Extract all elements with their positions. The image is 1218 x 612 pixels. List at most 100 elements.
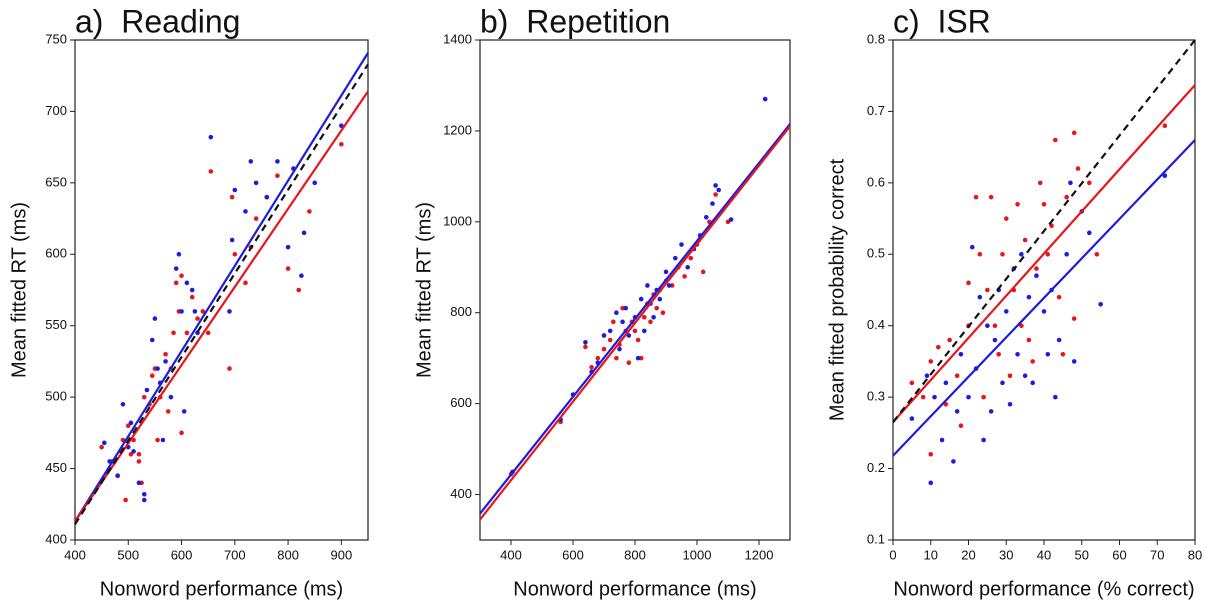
point <box>985 287 990 293</box>
point <box>1071 316 1077 321</box>
y-tick-label: 0.8 <box>867 31 885 46</box>
point <box>168 394 174 400</box>
point <box>173 266 179 271</box>
point <box>227 309 232 314</box>
point <box>299 273 304 279</box>
point <box>635 337 641 343</box>
point <box>966 394 971 400</box>
point <box>1026 294 1032 300</box>
point <box>1098 301 1103 307</box>
fit-line <box>479 125 791 521</box>
plot-frame <box>479 39 791 541</box>
point <box>713 192 718 197</box>
point <box>179 309 184 314</box>
point <box>243 209 248 214</box>
point <box>969 244 975 250</box>
x-tick-label: 900 <box>331 547 353 562</box>
y-tick-label: 0.6 <box>867 174 885 189</box>
point <box>996 351 1001 357</box>
point <box>229 237 235 243</box>
point <box>635 355 641 361</box>
point <box>1162 173 1168 179</box>
point <box>195 316 200 321</box>
point <box>248 159 254 164</box>
x-tick-label: 80 <box>1188 547 1202 562</box>
point <box>1007 373 1013 379</box>
point <box>601 346 607 352</box>
point <box>339 123 344 129</box>
point <box>642 314 647 320</box>
y-axis-label: Mean fitted RT (ms) <box>8 202 30 378</box>
point <box>1075 166 1081 171</box>
point <box>141 497 147 503</box>
point <box>1053 137 1058 143</box>
y-tick-label: 500 <box>45 389 67 404</box>
point <box>1007 401 1013 407</box>
y-tick-label: 1200 <box>443 122 472 137</box>
point <box>682 274 687 279</box>
x-tick-label: 600 <box>171 547 193 562</box>
y-tick-label: 600 <box>45 246 67 261</box>
fit-line <box>892 84 1196 423</box>
fit-line <box>74 63 369 525</box>
x-tick-label: 500 <box>117 547 139 562</box>
panel-title: a) Reading <box>75 3 240 39</box>
point <box>909 416 915 421</box>
point <box>144 387 150 393</box>
point <box>176 251 182 257</box>
x-tick-label: 400 <box>500 547 522 562</box>
point <box>227 366 232 371</box>
point <box>607 328 613 334</box>
point <box>909 380 915 386</box>
point <box>253 216 259 221</box>
point <box>928 480 934 486</box>
x-tick-label: 800 <box>624 547 646 562</box>
y-tick-label: 800 <box>450 304 472 319</box>
point <box>1087 230 1092 236</box>
fit-line <box>74 52 369 523</box>
point <box>152 316 158 321</box>
point <box>200 309 206 314</box>
point <box>229 194 235 200</box>
fit-line <box>892 139 1196 457</box>
point <box>99 444 104 450</box>
point <box>136 480 142 486</box>
x-axis-label: Nonword performance (% correct) <box>893 578 1194 600</box>
point <box>296 287 302 293</box>
point <box>645 283 650 288</box>
point <box>617 346 622 352</box>
point <box>626 360 632 366</box>
y-tick-label: 550 <box>45 317 67 332</box>
point <box>924 373 930 379</box>
point <box>713 183 718 188</box>
point <box>1068 180 1073 186</box>
point <box>115 473 120 479</box>
point <box>1034 266 1039 271</box>
x-tick-label: 70 <box>1150 547 1164 562</box>
point <box>1030 359 1035 364</box>
x-tick-label: 700 <box>224 547 246 562</box>
point <box>275 159 280 164</box>
point <box>1000 380 1005 386</box>
plot-frame <box>74 39 369 541</box>
point <box>1060 351 1066 357</box>
point <box>704 214 709 220</box>
point <box>710 201 715 206</box>
fit-line <box>892 39 1196 423</box>
point <box>160 437 166 443</box>
x-tick-label: 0 <box>889 547 896 562</box>
plot-frame <box>892 39 1196 541</box>
point <box>936 344 941 350</box>
point <box>939 437 945 443</box>
point <box>189 294 195 300</box>
point <box>666 283 672 288</box>
point <box>184 330 190 336</box>
point <box>762 96 768 102</box>
point <box>981 394 986 400</box>
y-tick-label: 0.4 <box>867 317 885 332</box>
point <box>1041 309 1047 314</box>
point <box>1064 251 1069 257</box>
x-tick-label: 800 <box>277 547 299 562</box>
point <box>1071 359 1077 364</box>
point <box>620 319 625 325</box>
